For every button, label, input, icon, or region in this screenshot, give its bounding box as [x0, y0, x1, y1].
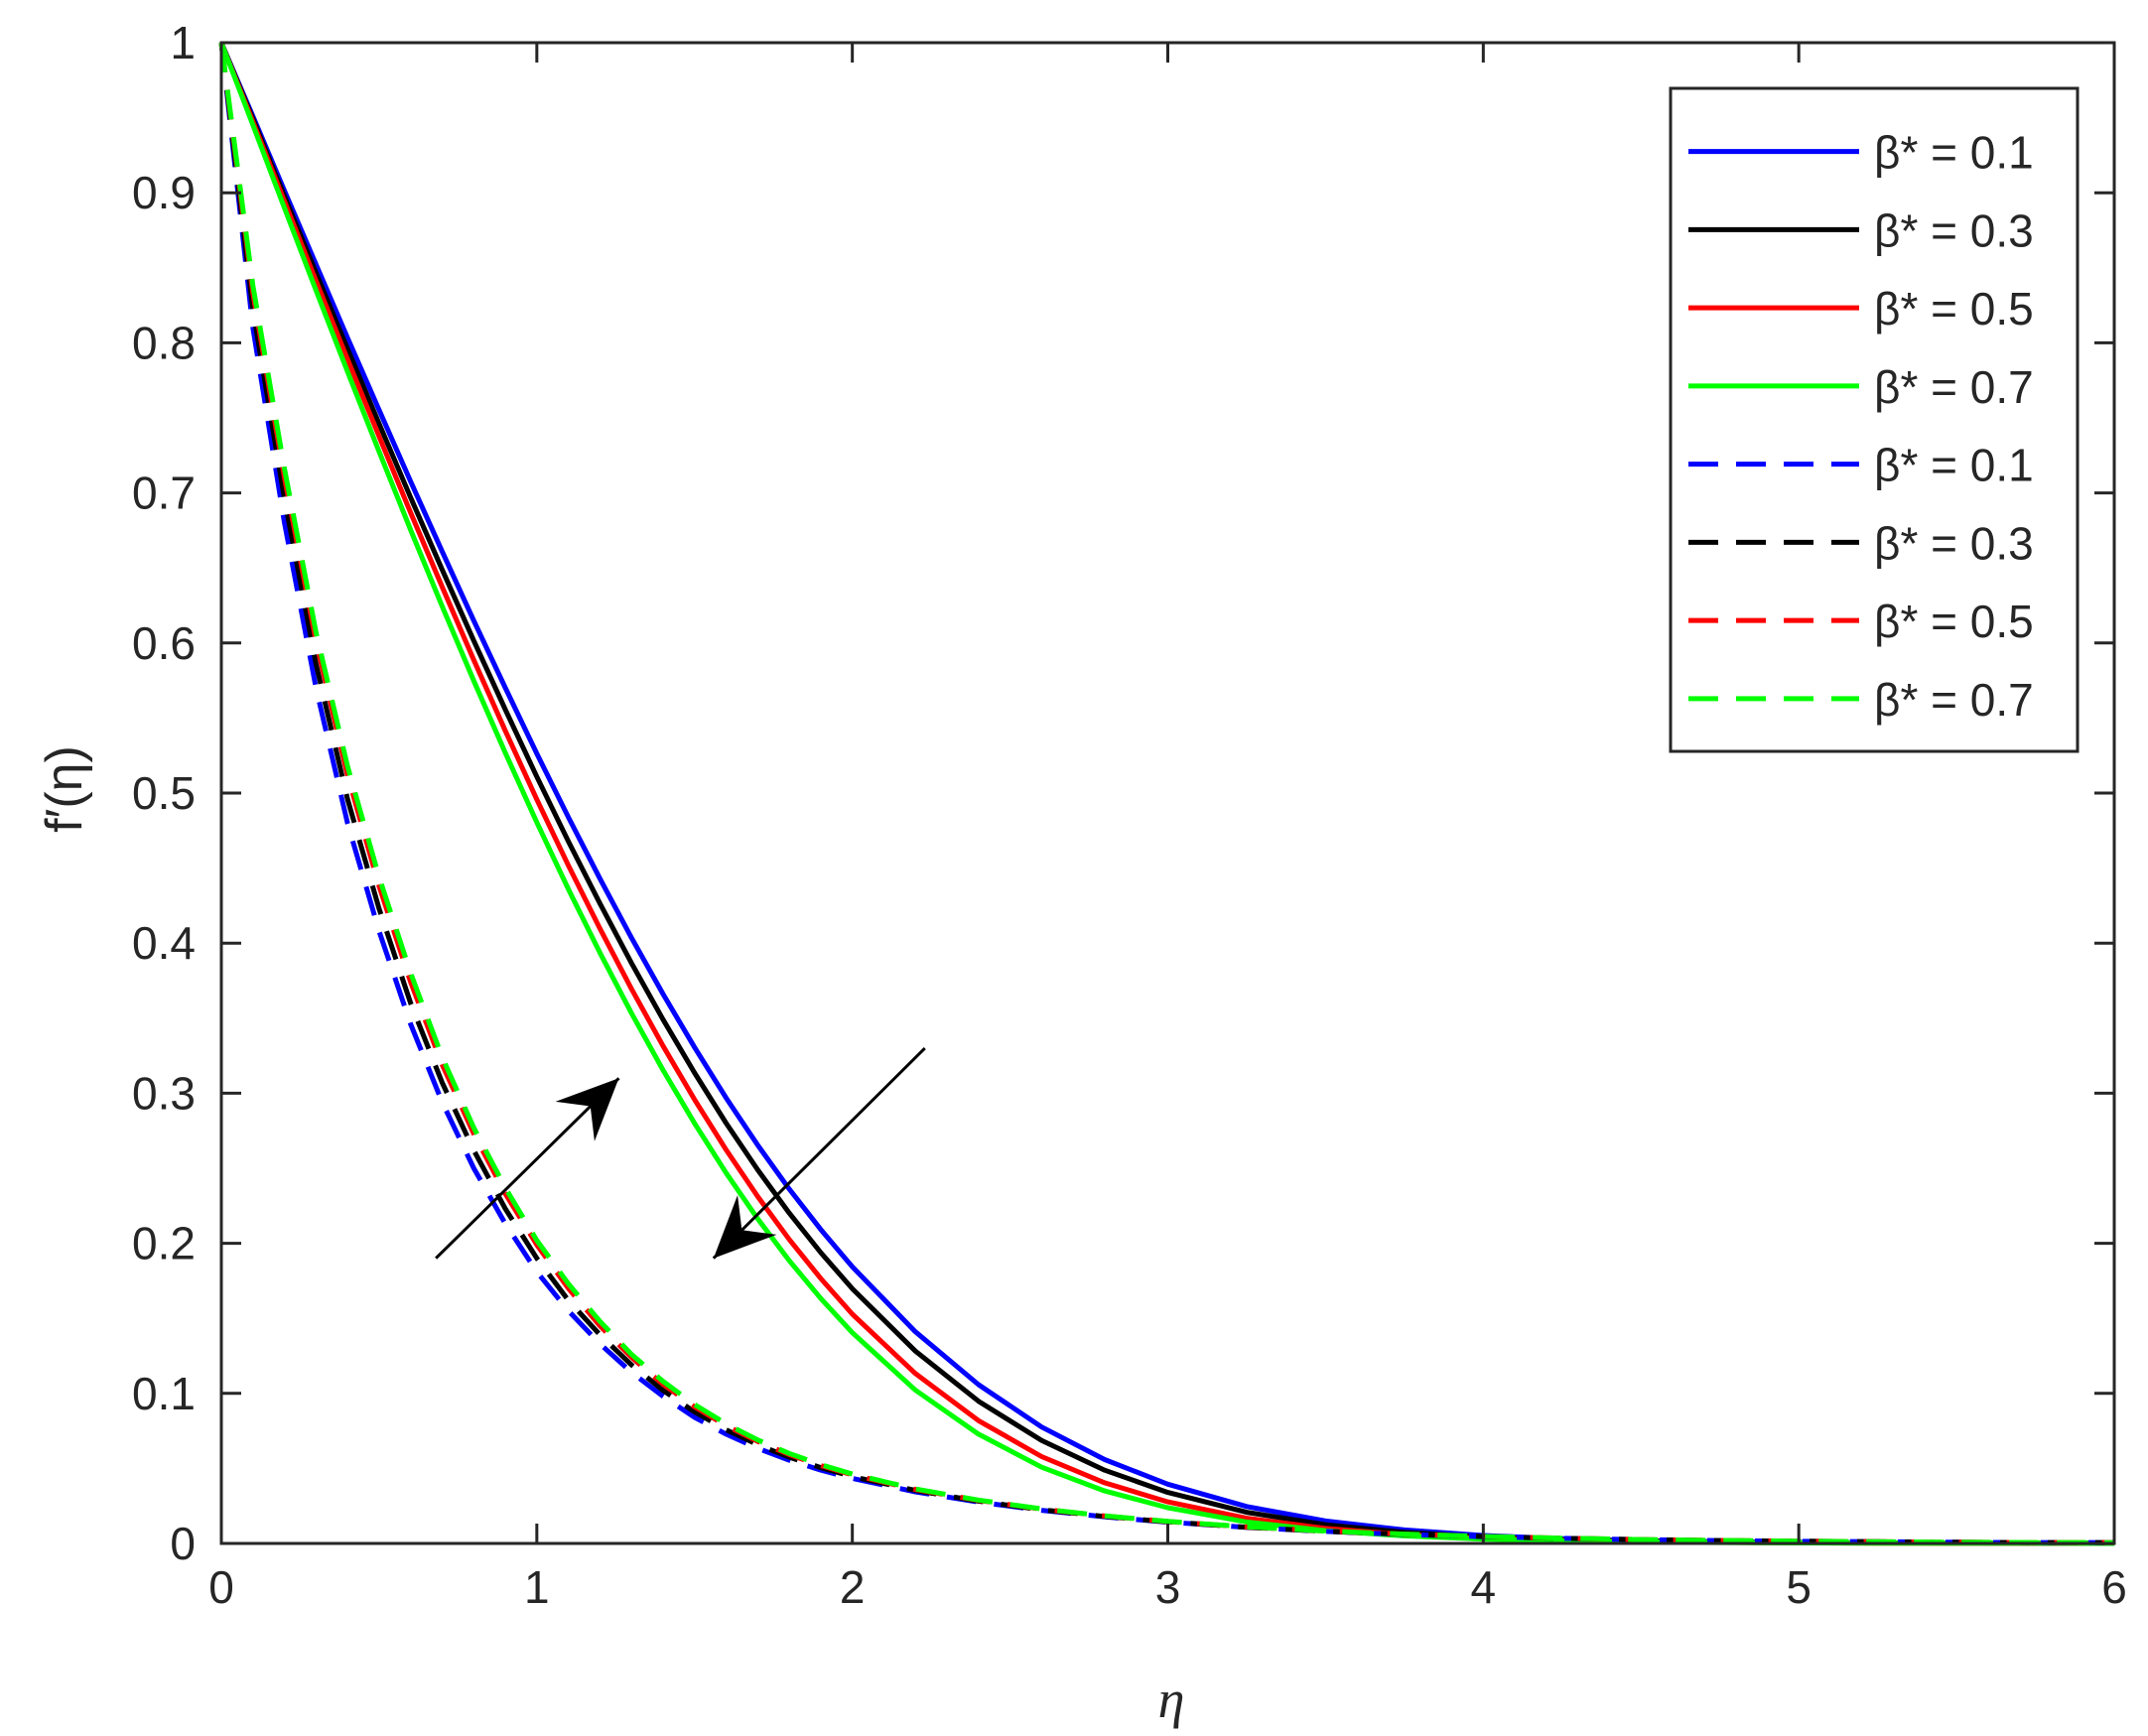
annotation-arrow-shaft-2 — [712, 1046, 926, 1260]
y-tick-label: 0.5 — [132, 767, 196, 819]
annotation-layer — [435, 1046, 926, 1260]
x-tick-label: 5 — [1786, 1561, 1812, 1613]
y-tick-label: 0 — [170, 1518, 196, 1569]
x-tick-label: 0 — [208, 1561, 234, 1613]
legend-label-8: β* = 0.7 — [1874, 674, 2034, 726]
series-line-7 — [218, 42, 2115, 1545]
x-axis-label: η — [1158, 1669, 1185, 1729]
annotation-arrow-head-2 — [713, 1195, 777, 1259]
legend-label-6: β* = 0.3 — [1874, 517, 2034, 569]
legend-label-1: β* = 0.1 — [1874, 127, 2034, 179]
annotation-arrow-head-1 — [555, 1078, 619, 1141]
y-tick-label: 0.4 — [132, 917, 196, 969]
x-tick-label: 2 — [840, 1561, 866, 1613]
axes-layer — [219, 41, 2116, 1545]
legend: β* = 0.1 β* = 0.3 β* = 0.5 β* = 0.7 β* = 0.1… — [1669, 86, 2080, 753]
x-tick-label: 1 — [524, 1561, 550, 1613]
y-tick-label: 0.3 — [132, 1067, 196, 1119]
x-tick-label: 3 — [1155, 1561, 1181, 1613]
annotation-arrow-shaft-1 — [435, 1077, 620, 1260]
legend-label-7: β* = 0.5 — [1874, 596, 2034, 647]
x-tick-label: 4 — [1471, 1561, 1497, 1613]
tick-label-layer: 0 1 2 3 4 5 6 0 0.1 0.2 0.3 0.4 0.5 0.6 0.7 0.8 0.9 1 — [132, 17, 2127, 1613]
y-tick-label: 0.6 — [132, 617, 196, 669]
y-tick-label: 0.2 — [132, 1218, 196, 1269]
x-tick-label: 6 — [2101, 1561, 2127, 1613]
legend-label-2: β* = 0.3 — [1874, 204, 2034, 256]
series-layer — [218, 42, 2115, 1546]
y-tick-label: 0.7 — [132, 467, 196, 519]
y-tick-label: 0.1 — [132, 1368, 196, 1419]
y-axis-label: f′(η) — [36, 745, 93, 833]
y-tick-label: 1 — [170, 17, 196, 68]
legend-box — [1669, 86, 2080, 753]
legend-label-5: β* = 0.1 — [1874, 440, 2034, 491]
legend-label-4: β* = 0.7 — [1874, 361, 2034, 413]
legend-label-3: β* = 0.5 — [1874, 283, 2034, 334]
y-tick-label: 0.9 — [132, 167, 196, 218]
series-line-8 — [218, 42, 2115, 1545]
y-tick-label: 0.8 — [132, 317, 196, 368]
